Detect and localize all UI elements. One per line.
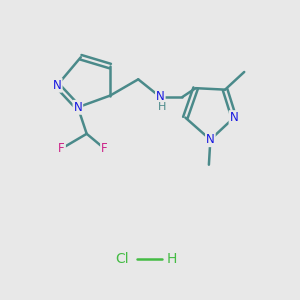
Text: N: N	[156, 91, 165, 103]
Text: N: N	[74, 101, 82, 114]
Text: F: F	[58, 142, 65, 155]
Text: H: H	[167, 252, 177, 266]
Text: N: N	[206, 133, 215, 146]
Text: Cl: Cl	[115, 252, 129, 266]
Text: N: N	[230, 111, 238, 124]
Text: N: N	[53, 79, 62, 92]
Text: F: F	[101, 142, 108, 155]
Text: H: H	[158, 102, 166, 112]
